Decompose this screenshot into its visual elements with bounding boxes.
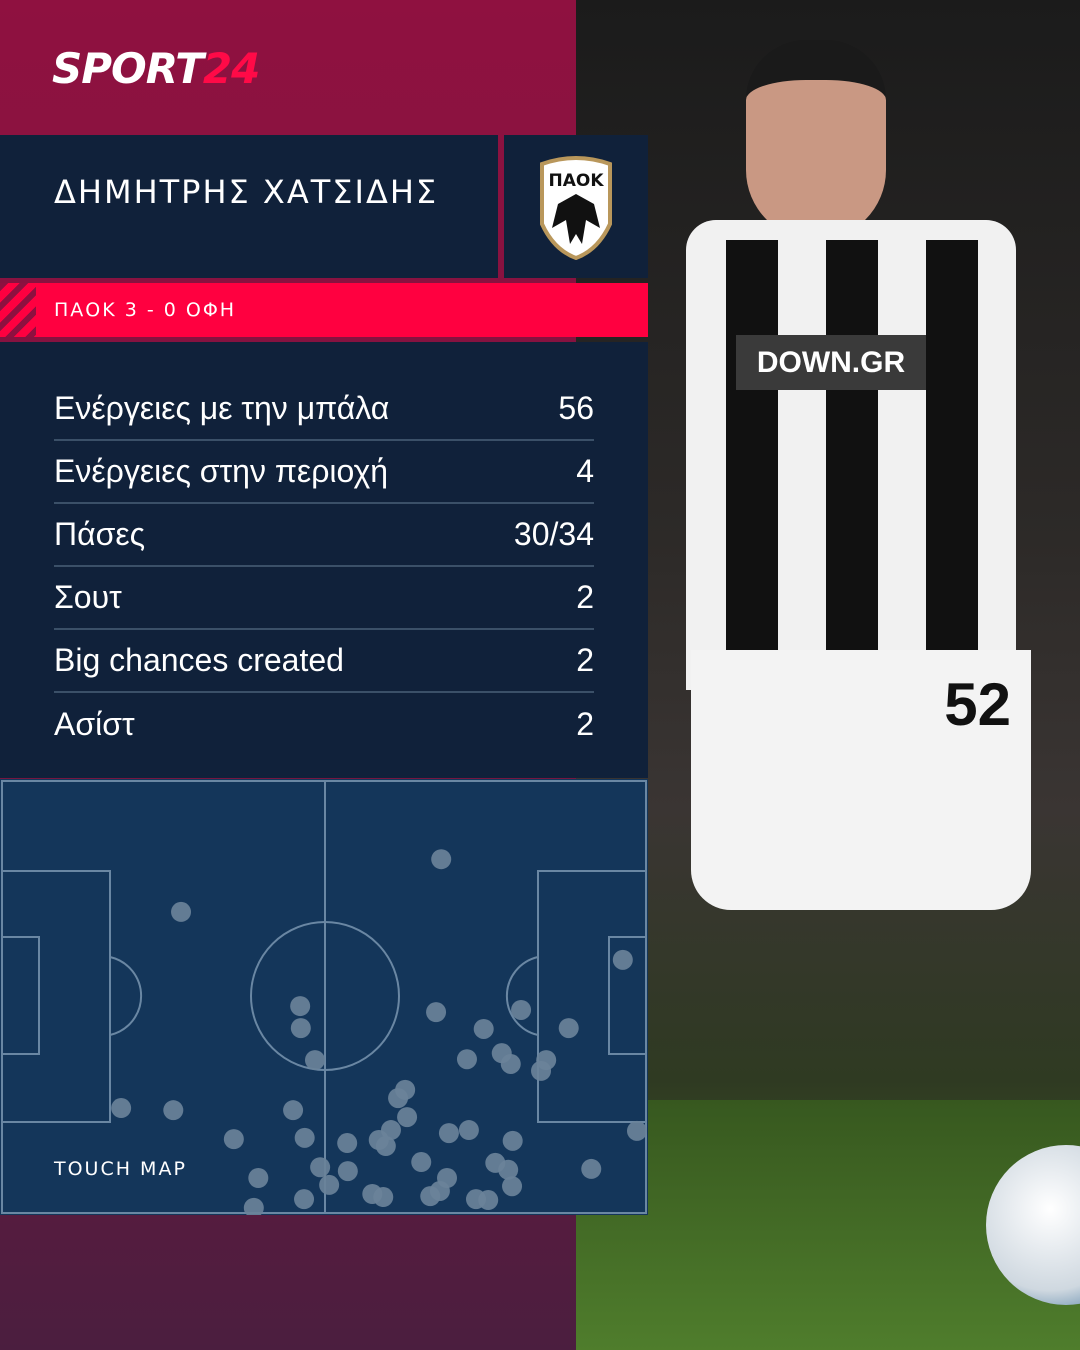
touch-point <box>558 1018 579 1039</box>
touch-point <box>478 1190 499 1211</box>
touch-point <box>290 996 311 1017</box>
touch-point <box>511 999 532 1020</box>
touch-point <box>500 1053 521 1074</box>
stat-row: Ενέργειες στην περιοχή 4 <box>54 441 594 504</box>
stat-label: Big chances created <box>54 642 344 678</box>
right-goal-box <box>608 936 647 1055</box>
sport24-logo: SPORT24 <box>52 44 260 93</box>
touch-point <box>612 949 633 970</box>
touch-point <box>294 1127 315 1148</box>
touch-point <box>502 1176 523 1197</box>
touch-point <box>171 901 192 922</box>
match-score: ΠΑΟΚ 3 - 0 ΟΦΗ <box>54 299 237 321</box>
stat-value: 30/34 <box>513 516 594 552</box>
stat-row: Ενέργειες με την μπάλα 56 <box>54 378 594 441</box>
stat-label: Ασίστ <box>54 706 135 742</box>
stat-value: 2 <box>576 642 594 678</box>
paok-crest-icon: ΠΑΟΚ <box>540 155 612 260</box>
stat-value: 56 <box>558 390 594 426</box>
touch-point <box>626 1120 647 1141</box>
player-name-panel: ΔΗΜΗΤΡΗΣ ΧΑΤΣΙΔΗΣ <box>0 135 498 278</box>
stat-value: 2 <box>576 579 594 615</box>
pitch-diagram <box>1 780 647 1218</box>
touch-point <box>397 1107 418 1128</box>
player-photo: DOWN.GR 52 <box>576 0 1080 1350</box>
stat-label: Ενέργειες με την μπάλα <box>54 390 390 426</box>
touch-point <box>373 1187 394 1208</box>
touch-map: TOUCH MAP <box>0 779 648 1218</box>
touch-point <box>337 1133 358 1154</box>
center-circle <box>250 921 400 1071</box>
svg-text:ΠΑΟΚ: ΠΑΟΚ <box>548 171 604 191</box>
shirt-sponsor: DOWN.GR <box>736 335 926 390</box>
zigzag-decoration <box>0 283 36 337</box>
touch-point <box>388 1088 409 1109</box>
touch-point <box>438 1123 459 1144</box>
right-penalty-box <box>537 870 647 1123</box>
stats-table: Ενέργειες με την μπάλα 56 Ενέργειες στην … <box>0 342 648 778</box>
match-score-bar: ΠΑΟΚ 3 - 0 ΟΦΗ <box>0 283 648 337</box>
stat-label: Πάσες <box>54 516 146 552</box>
stat-value: 2 <box>576 706 594 742</box>
touch-point <box>310 1157 331 1178</box>
touch-point <box>111 1098 132 1119</box>
touch-point <box>426 1002 447 1023</box>
touch-point <box>283 1100 304 1121</box>
touch-point <box>581 1158 602 1179</box>
stat-label: Ενέργειες στην περιοχή <box>54 453 389 489</box>
touch-point <box>456 1049 477 1070</box>
player-shorts: 52 <box>691 650 1031 910</box>
player-name: ΔΗΜΗΤΡΗΣ ΧΑΤΣΙΔΗΣ <box>54 172 439 211</box>
left-goal-box <box>1 936 40 1055</box>
club-crest: ΠΑΟΚ <box>504 135 648 278</box>
shirt-stripe <box>726 240 778 680</box>
stat-row: Πάσες 30/34 <box>54 504 594 567</box>
touch-point <box>290 1018 311 1039</box>
shirt-stripe <box>826 240 878 680</box>
player-head <box>746 40 886 240</box>
touch-map-label: TOUCH MAP <box>54 1158 187 1180</box>
touch-point <box>431 849 452 870</box>
touch-point <box>437 1168 458 1189</box>
touch-point <box>248 1168 269 1189</box>
player-shirt <box>686 220 1016 690</box>
touch-point <box>531 1060 552 1081</box>
stat-value: 4 <box>576 453 594 489</box>
left-penalty-arc <box>109 956 143 1036</box>
touch-point <box>473 1018 494 1039</box>
touch-point <box>502 1130 523 1151</box>
touch-point <box>243 1197 264 1218</box>
touch-point <box>498 1159 519 1180</box>
touch-point <box>411 1152 432 1173</box>
stat-row: Σουτ 2 <box>54 567 594 630</box>
stat-row: Big chances created 2 <box>54 630 594 693</box>
touch-point <box>319 1174 340 1195</box>
stat-row: Ασίστ 2 <box>54 693 594 756</box>
stat-label: Σουτ <box>54 579 122 615</box>
touch-point <box>223 1129 244 1150</box>
left-penalty-box <box>1 870 111 1123</box>
touch-point <box>163 1100 184 1121</box>
touch-point <box>337 1161 358 1182</box>
touch-point <box>458 1120 479 1141</box>
shirt-stripe <box>926 240 978 680</box>
touch-point <box>294 1189 315 1210</box>
touch-point <box>304 1050 325 1071</box>
shirt-number: 52 <box>944 671 1011 738</box>
right-penalty-arc <box>505 956 539 1036</box>
touch-point <box>375 1136 396 1157</box>
